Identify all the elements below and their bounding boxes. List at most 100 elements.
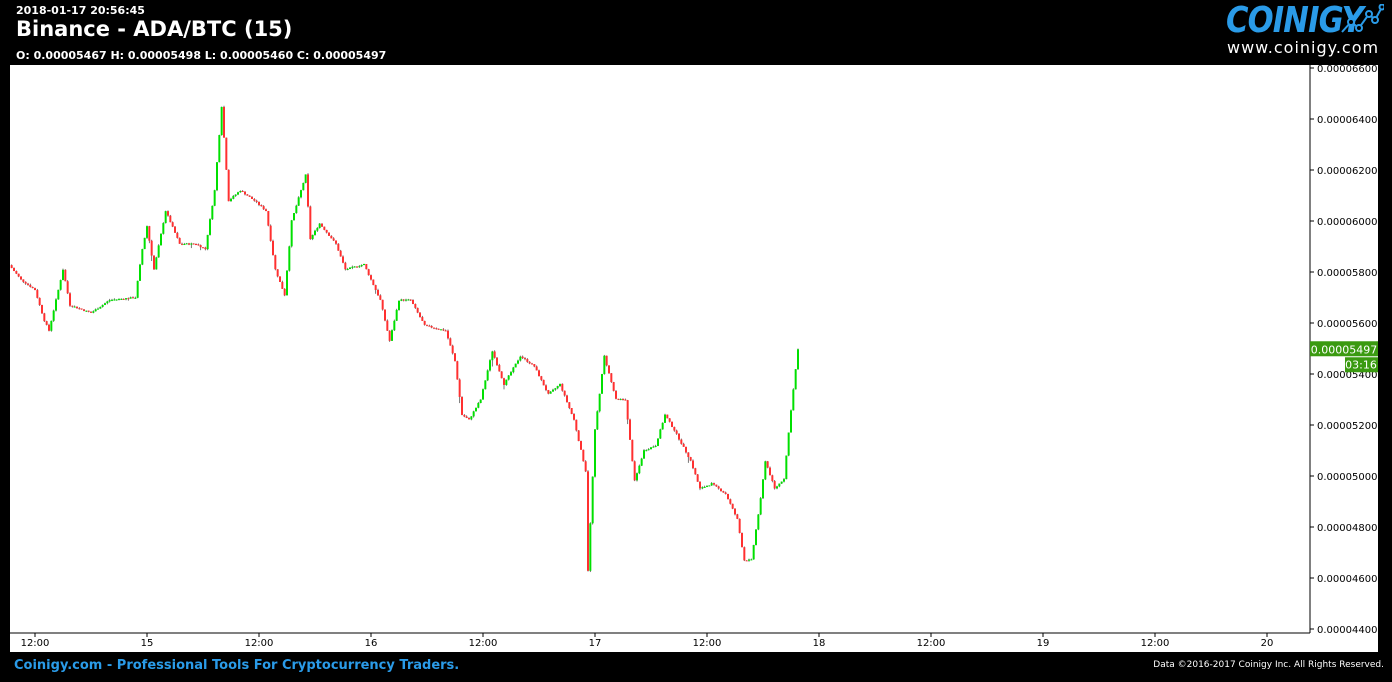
- y-tick-label: 0.00004600: [1317, 574, 1377, 585]
- candle-down: [685, 446, 687, 453]
- candle-up: [146, 226, 148, 238]
- candle-up: [750, 559, 753, 561]
- candle-down: [468, 417, 470, 420]
- candle-down: [255, 200, 258, 202]
- candle-down: [435, 328, 438, 330]
- candle-down: [370, 275, 372, 280]
- candle-up: [776, 486, 778, 489]
- candle-up: [601, 374, 603, 394]
- candle-up: [304, 174, 307, 183]
- candle-down: [521, 356, 524, 359]
- candle-up: [636, 473, 638, 481]
- candle-down: [38, 297, 41, 305]
- x-tick-label: 12:00: [469, 638, 498, 649]
- candle-up: [398, 300, 400, 310]
- chart-area[interactable]: 0.00006600 0.00006400 0.00006200 0.00006000…: [10, 64, 1378, 652]
- candle-down: [496, 357, 498, 366]
- candle-up: [136, 280, 139, 298]
- candle-down: [76, 306, 78, 309]
- candle-down: [454, 353, 456, 362]
- candle-down: [197, 244, 200, 246]
- candle-up: [216, 162, 218, 191]
- candle-up: [645, 450, 648, 452]
- footer-tagline[interactable]: Coinigy.com - Professional Tools For Cry…: [14, 658, 460, 673]
- candle-down: [617, 398, 620, 400]
- candle-down: [66, 281, 69, 294]
- candle-down: [538, 370, 540, 377]
- candle-up: [482, 389, 484, 400]
- candle-up: [792, 389, 795, 411]
- candle-up: [118, 298, 120, 300]
- candle-down: [535, 366, 538, 371]
- candle-up: [363, 263, 365, 266]
- candle-up: [780, 481, 783, 484]
- candle-down: [148, 226, 151, 241]
- candle-down: [433, 327, 435, 329]
- candle-up: [314, 230, 316, 235]
- candle-up: [55, 299, 57, 311]
- candle-down: [766, 461, 769, 468]
- candle-up: [797, 349, 799, 370]
- price-chart[interactable]: 0.00006600 0.00006400 0.00006200 0.00006000…: [10, 64, 1378, 652]
- candle-down: [20, 276, 22, 280]
- chart-title: Binance - ADA/BTC (15): [16, 17, 293, 41]
- candle-down: [279, 276, 281, 282]
- candle-up: [125, 298, 127, 300]
- candle-down: [503, 378, 505, 385]
- candle-down: [36, 290, 39, 298]
- candle-down: [633, 461, 636, 481]
- candle-down: [577, 430, 580, 442]
- x-tick-label: 12:00: [1141, 638, 1170, 649]
- x-tick-label: 16: [365, 638, 378, 649]
- candle-up: [400, 299, 403, 301]
- coinigy-logo[interactable]: COINIGY www.coinigy.com: [1211, 0, 1386, 60]
- candle-up: [183, 244, 186, 246]
- candle-down: [729, 499, 732, 504]
- candle-down: [414, 303, 417, 308]
- candle-up: [141, 249, 144, 265]
- candle-down: [332, 238, 335, 241]
- candle-up: [297, 197, 300, 206]
- candle-down: [13, 268, 15, 272]
- candle-down: [258, 201, 260, 205]
- candle-down: [533, 364, 536, 367]
- candle-down: [561, 383, 564, 391]
- candle-down: [731, 503, 734, 509]
- candle-down: [720, 488, 722, 492]
- candle-down: [734, 508, 736, 515]
- candle-down: [335, 240, 337, 244]
- candle-up: [286, 270, 288, 296]
- y-tick-label: 0.00005000: [1317, 472, 1377, 483]
- candle-down: [269, 225, 272, 241]
- candle-down: [493, 351, 496, 358]
- candle-up: [134, 297, 137, 299]
- candle-down: [610, 373, 613, 383]
- candle-up: [505, 379, 508, 385]
- logo-url: www.coinigy.com: [1227, 38, 1380, 57]
- candle-down: [626, 400, 629, 420]
- candle-down: [563, 390, 566, 396]
- candle-down: [722, 491, 725, 493]
- candle-up: [650, 447, 652, 450]
- candle-up: [549, 391, 552, 394]
- candle-down: [456, 361, 459, 380]
- x-tick-label: 15: [141, 638, 154, 649]
- candle-down: [386, 320, 389, 331]
- candle-up: [762, 479, 764, 499]
- candle-down: [542, 379, 545, 386]
- candles: [10, 105, 799, 573]
- candle-down: [699, 481, 701, 489]
- candle-up: [139, 264, 141, 281]
- timestamp: 2018-01-17 20:56:45: [16, 4, 145, 17]
- candle-up: [589, 523, 592, 571]
- candle-up: [594, 429, 596, 477]
- candle-up: [52, 310, 55, 321]
- candle-up: [111, 299, 113, 301]
- candle-down: [204, 247, 207, 250]
- candle-up: [598, 393, 601, 412]
- candle-up: [185, 243, 188, 245]
- candle-down: [419, 312, 421, 318]
- candle-up: [213, 190, 216, 206]
- candle-down: [223, 106, 225, 138]
- candle-down: [773, 481, 776, 489]
